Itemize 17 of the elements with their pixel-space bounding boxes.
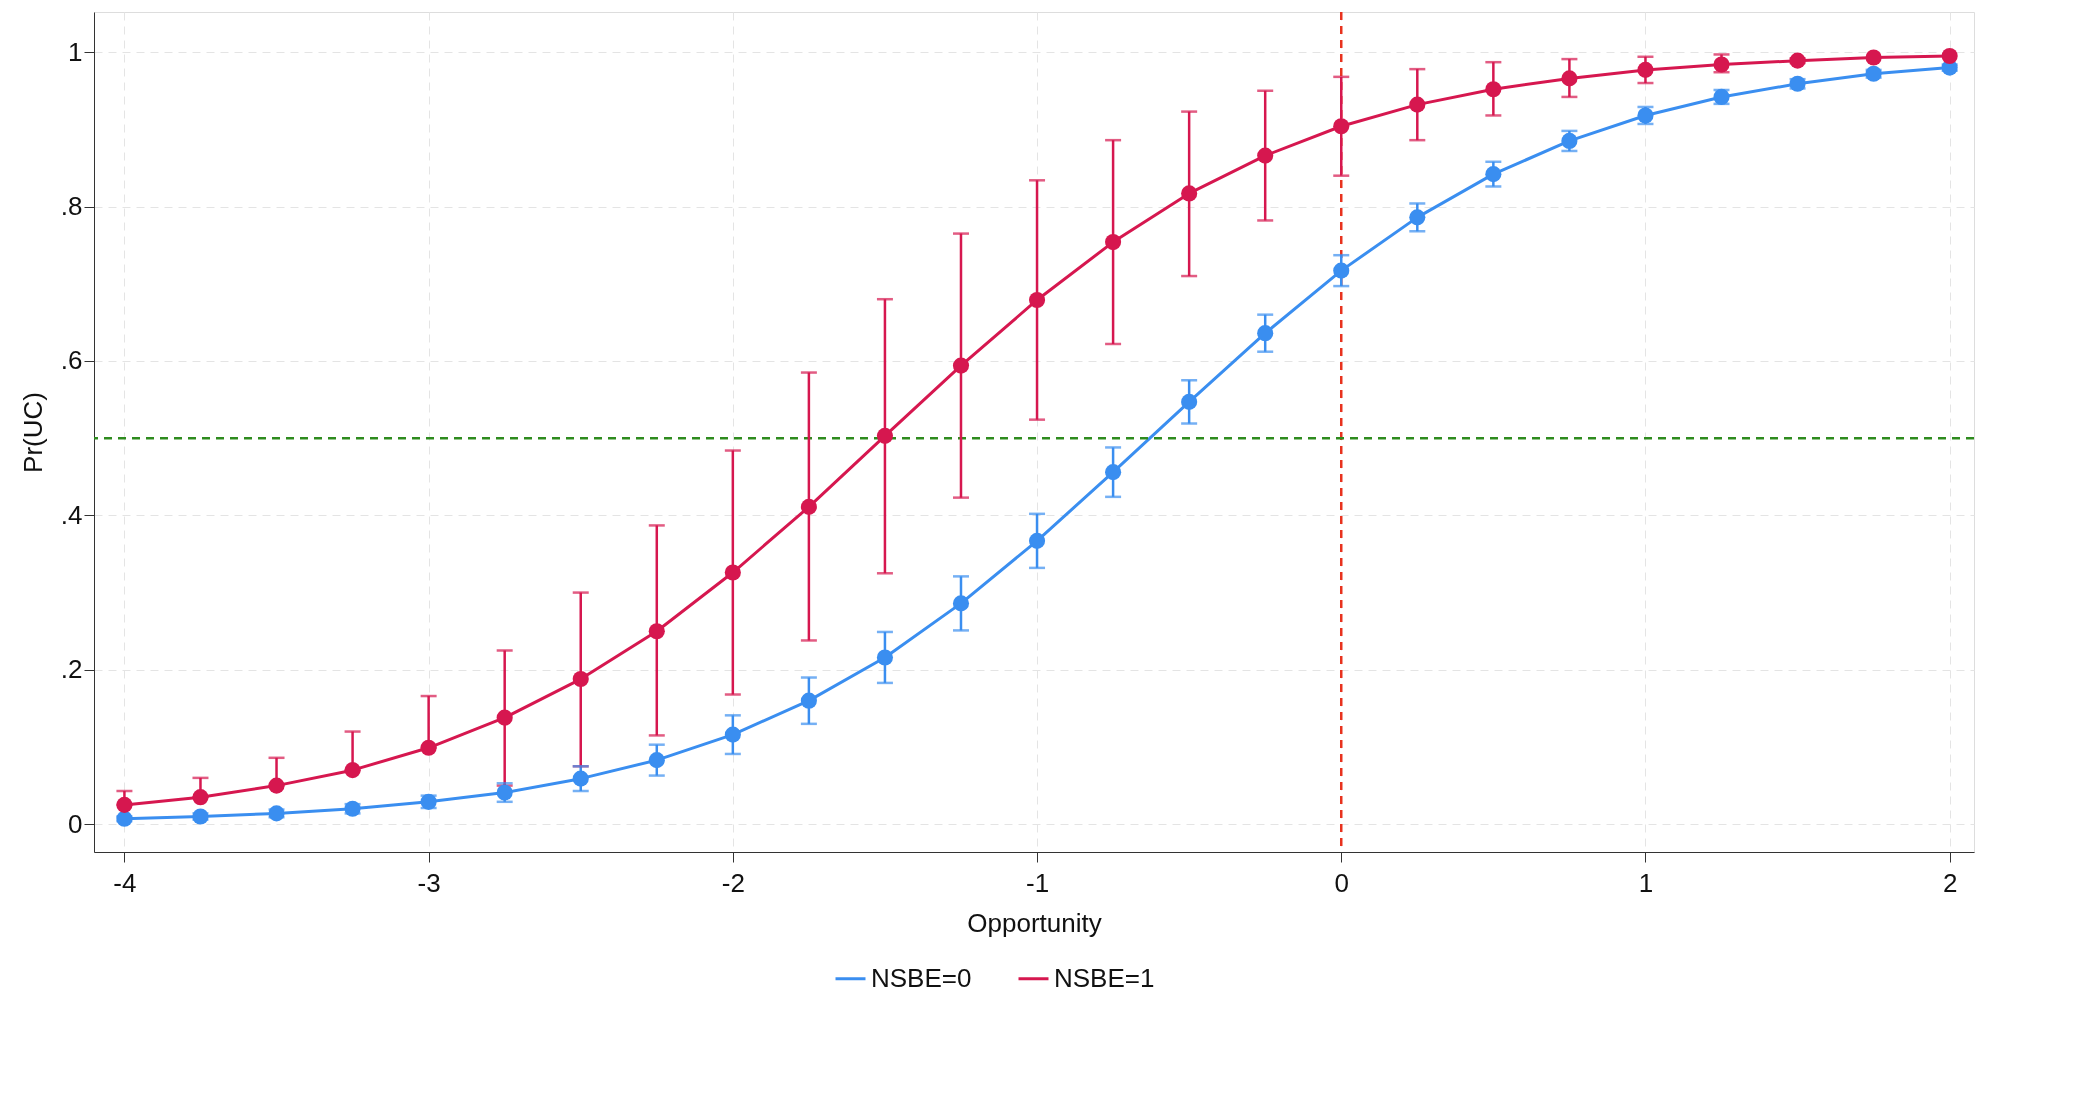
x-tick-label: 2 [1942, 867, 1958, 898]
x-tick-label: -4 [113, 867, 137, 898]
legend-label: NSBE=0 [871, 962, 972, 993]
y-tick-label: .8 [60, 191, 83, 222]
x-tick-label: -3 [417, 867, 441, 898]
y-tick-label: .4 [60, 499, 83, 530]
legend-label: NSBE=1 [1054, 962, 1155, 993]
y-tick-label: 0 [68, 808, 83, 839]
x-axis-title: Opportunity [967, 907, 1102, 938]
x-tick-label: 0 [1334, 867, 1349, 898]
y-tick-label: .6 [60, 345, 83, 376]
x-tick-label: -1 [1025, 867, 1050, 898]
y-axis-title: Pr(UC) [17, 392, 48, 473]
x-tick-label: -2 [721, 867, 745, 898]
x-tick-label: 1 [1638, 867, 1654, 898]
y-tick-label: .2 [60, 654, 83, 685]
y-tick-label: 1 [68, 36, 83, 67]
